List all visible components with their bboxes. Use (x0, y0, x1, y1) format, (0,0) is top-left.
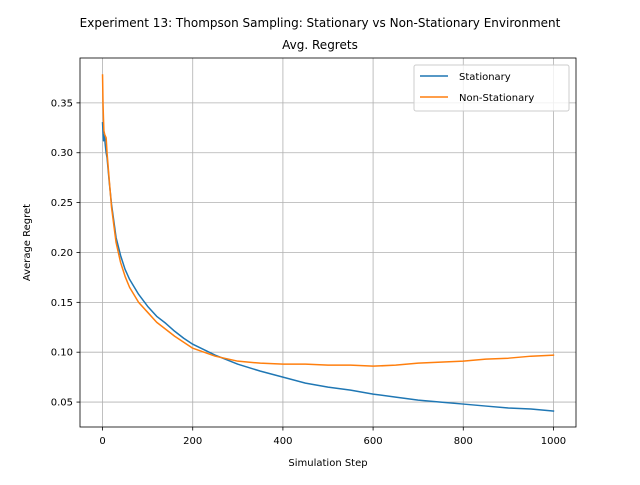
x-tick-label: 1000 (541, 436, 566, 447)
x-axis-ticks: 0 200 400 600 800 1000 (99, 427, 566, 447)
chart-subtitle: Avg. Regrets (282, 38, 358, 52)
series-lines (101, 74, 555, 412)
y-tick-label: 0.10 (51, 348, 73, 359)
y-tick-label: 0.35 (51, 98, 73, 109)
y-tick-label: 0.05 (51, 398, 73, 409)
legend-label-non-stationary: Non-Stationary (459, 93, 534, 104)
y-axis-label: Average Regret (22, 204, 33, 281)
series-line-non-stationary (101, 74, 555, 367)
x-tick-label: 600 (364, 436, 383, 447)
y-tick-label: 0.15 (51, 298, 73, 309)
y-tick-label: 0.20 (51, 248, 73, 259)
x-tick-label: 800 (454, 436, 473, 447)
grid (80, 58, 576, 427)
y-tick-label: 0.30 (51, 148, 73, 159)
legend: Stationary Non-Stationary (413, 64, 570, 112)
x-tick-label: 200 (183, 436, 202, 447)
y-tick-label: 0.25 (51, 198, 73, 209)
chart-title: Experiment 13: Thompson Sampling: Statio… (80, 16, 561, 30)
x-axis-label: Simulation Step (288, 458, 367, 469)
x-tick-label: 0 (99, 436, 105, 447)
legend-label-stationary: Stationary (459, 72, 511, 83)
axes-frame (79, 57, 577, 428)
x-tick-label: 400 (273, 436, 292, 447)
y-axis-ticks: 0.05 0.10 0.15 0.20 0.25 0.30 0.35 (51, 98, 80, 409)
legend-box (413, 64, 570, 112)
